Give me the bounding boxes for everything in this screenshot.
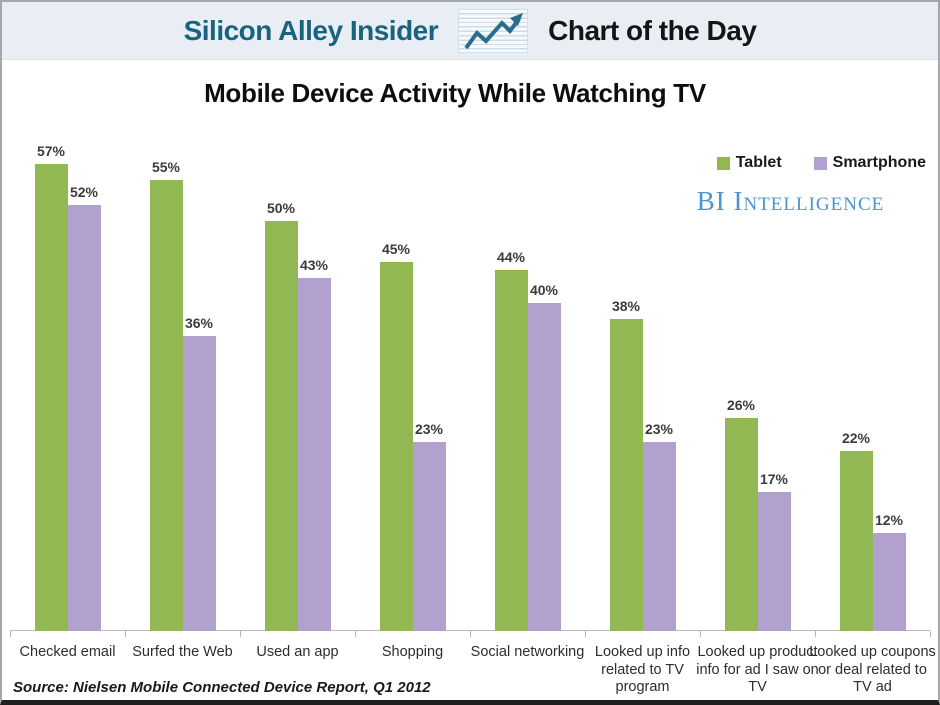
smartphone-bar — [182, 336, 216, 631]
tablet-value-label: 57% — [36, 143, 66, 159]
smartphone-value-label: 52% — [69, 184, 99, 200]
bar-group: 26% 17% — [700, 151, 815, 631]
smartphone-bar — [527, 303, 561, 631]
tablet-bar — [494, 270, 528, 631]
tablet-bar — [34, 164, 68, 631]
smartphone-value-label: 40% — [529, 282, 559, 298]
tablet-bar — [839, 451, 873, 631]
axis-tick — [930, 631, 931, 637]
bar-group: 55% 36% — [125, 151, 240, 631]
axis-tick — [240, 631, 241, 637]
axis-tick — [355, 631, 356, 637]
tablet-value-label: 38% — [611, 298, 641, 314]
smartphone-value-label: 17% — [759, 471, 789, 487]
legend-label-smartphone: Smartphone — [832, 154, 926, 171]
legend-item-smartphone: Smartphone — [813, 154, 926, 172]
legend: Tablet Smartphone — [716, 154, 926, 172]
smartphone-bar — [67, 205, 101, 631]
bar-group: 44% 40% — [470, 151, 585, 631]
category-label: Checked email — [19, 644, 116, 660]
smartphone-swatch-icon — [813, 156, 827, 170]
category-label: Surfed the Web — [132, 644, 233, 660]
smartphone-value-label: 23% — [414, 421, 444, 437]
x-axis-line — [10, 630, 930, 631]
axis-tick — [470, 631, 471, 637]
legend-label-tablet: Tablet — [735, 154, 782, 171]
category-label: Looked up product info for ad I saw on T… — [696, 644, 819, 696]
bar-group: 57% 52% — [10, 143, 125, 631]
axis-tick — [125, 631, 126, 637]
bar-group: 38% 23% — [585, 151, 700, 631]
plot-area: 57% 52% 55% 36% 50% 43% 45% 23% 44% 40% 38% 23% 26% 1… — [10, 143, 931, 637]
tablet-value-label: 50% — [266, 200, 296, 216]
tablet-value-label: 26% — [726, 397, 756, 413]
smartphone-bar — [872, 533, 906, 631]
smartphone-bar — [412, 442, 446, 631]
bar-group: 50% 43% — [240, 151, 355, 631]
category-label: Looked up coupons or deal related to TV … — [809, 644, 936, 696]
category-label: Looked up info related to TV program — [594, 644, 691, 696]
bi-intelligence-watermark: BI Intelligence — [696, 186, 885, 216]
legend-item-tablet: Tablet — [716, 154, 782, 172]
tablet-bar — [724, 418, 758, 631]
tablet-bar — [609, 319, 643, 631]
category-label: Social networking — [470, 644, 585, 660]
tablet-value-label: 45% — [381, 241, 411, 257]
axis-tick — [585, 631, 586, 637]
tablet-bar — [264, 221, 298, 631]
chart-title: Mobile Device Activity While Watching TV — [204, 78, 706, 108]
smartphone-value-label: 43% — [299, 257, 329, 273]
smartphone-bar — [297, 278, 331, 631]
brand-title: Silicon Alley Insider — [183, 14, 439, 46]
smartphone-bar — [757, 492, 791, 631]
axis-tick — [700, 631, 701, 637]
header-title: Chart of the Day — [548, 14, 757, 46]
axis-tick — [815, 631, 816, 637]
category-label: Shopping — [381, 644, 444, 660]
smartphone-value-label: 23% — [644, 421, 674, 437]
header-banner: Silicon Alley Insider Chart of the Day — [2, 2, 938, 60]
axis-tick — [10, 631, 11, 637]
tablet-bar — [379, 262, 413, 631]
source-note: Source: Nielsen Mobile Connected Device … — [13, 679, 431, 696]
line-chart-arrow-icon — [458, 8, 529, 53]
smartphone-bar — [642, 442, 676, 631]
tablet-value-label: 44% — [496, 249, 526, 265]
tablet-swatch-icon — [716, 156, 730, 170]
smartphone-value-label: 12% — [874, 512, 904, 528]
tablet-bar — [149, 180, 183, 631]
bar-group: 22% 12% — [815, 151, 930, 631]
category-label: Used an app — [256, 644, 339, 660]
tablet-value-label: 55% — [151, 159, 181, 175]
bar-group: 45% 23% — [355, 151, 470, 631]
tablet-value-label: 22% — [841, 430, 871, 446]
smartphone-value-label: 36% — [184, 315, 214, 331]
